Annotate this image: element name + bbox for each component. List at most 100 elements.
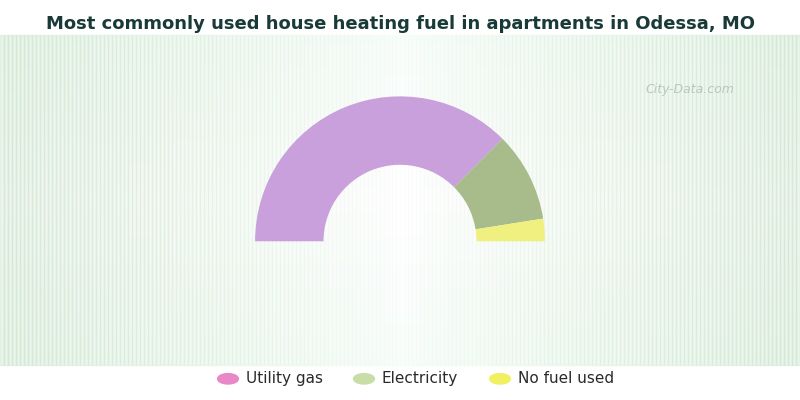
Bar — [384, 35, 388, 365]
Bar — [508, 35, 512, 365]
Bar — [0, 148, 800, 150]
Bar — [0, 58, 800, 59]
Bar — [404, 35, 408, 365]
Bar — [340, 35, 344, 365]
Bar — [0, 331, 800, 332]
Bar — [332, 35, 336, 365]
Bar — [0, 164, 800, 165]
Bar — [256, 35, 260, 365]
Bar — [184, 35, 188, 365]
Bar — [0, 72, 800, 74]
Bar — [0, 94, 800, 96]
Bar — [0, 231, 800, 232]
Bar — [0, 353, 800, 354]
Bar — [372, 35, 376, 365]
Bar — [0, 112, 800, 113]
Bar — [0, 250, 800, 252]
Text: Utility gas: Utility gas — [246, 371, 322, 386]
Bar — [0, 169, 800, 170]
Bar — [0, 328, 800, 329]
Bar — [0, 232, 800, 233]
Bar — [0, 92, 800, 93]
Bar — [512, 35, 516, 365]
Bar — [0, 201, 800, 202]
Bar — [336, 35, 340, 365]
Bar — [0, 43, 800, 44]
Bar — [108, 35, 112, 365]
Bar — [0, 308, 800, 309]
Bar — [0, 175, 800, 176]
Bar — [0, 153, 800, 154]
Bar — [740, 35, 744, 365]
Bar — [0, 226, 800, 228]
Bar — [52, 35, 56, 365]
Bar — [0, 210, 800, 211]
Bar — [0, 322, 800, 323]
Bar — [0, 200, 800, 201]
Bar — [0, 122, 800, 123]
Bar — [0, 180, 800, 181]
Bar — [0, 48, 800, 49]
Bar — [0, 247, 800, 248]
Bar — [628, 35, 632, 365]
Bar — [0, 356, 800, 357]
Bar — [0, 191, 800, 192]
Bar — [0, 208, 800, 209]
Bar — [0, 87, 800, 88]
Bar — [168, 35, 172, 365]
Bar — [0, 354, 800, 355]
Bar — [0, 105, 800, 106]
Bar — [0, 68, 800, 69]
Bar — [0, 145, 800, 146]
Bar — [328, 35, 332, 365]
Bar — [268, 35, 272, 365]
Bar — [0, 49, 800, 50]
Bar — [0, 123, 800, 124]
Bar — [0, 360, 800, 361]
Bar — [448, 35, 452, 365]
Bar — [688, 35, 692, 365]
Bar — [0, 52, 800, 53]
Bar — [0, 81, 800, 82]
Bar — [0, 103, 800, 104]
Bar — [0, 197, 800, 198]
Bar — [0, 257, 800, 258]
Bar — [0, 252, 800, 253]
Bar — [0, 258, 800, 259]
Bar — [0, 255, 800, 256]
Bar — [152, 35, 156, 365]
Bar — [452, 35, 456, 365]
Bar — [0, 182, 800, 184]
Bar — [0, 221, 800, 222]
Bar — [0, 272, 800, 273]
Bar — [0, 137, 800, 138]
Bar — [0, 297, 800, 298]
Bar — [148, 35, 152, 365]
Bar — [28, 35, 32, 365]
Bar — [0, 156, 800, 157]
Bar — [32, 35, 36, 365]
Bar — [0, 223, 800, 224]
Bar — [0, 219, 800, 220]
Bar — [36, 35, 40, 365]
Bar — [0, 86, 800, 87]
Bar — [0, 242, 800, 243]
Bar — [0, 118, 800, 119]
Bar — [0, 79, 800, 80]
Text: Most commonly used house heating fuel in apartments in Odessa, MO: Most commonly used house heating fuel in… — [46, 15, 754, 33]
Bar — [128, 35, 132, 365]
Bar — [0, 275, 800, 276]
Bar — [0, 100, 800, 101]
Bar — [0, 276, 800, 277]
Bar — [0, 256, 800, 257]
Bar — [264, 35, 268, 365]
Bar — [0, 174, 800, 175]
Bar — [0, 71, 800, 72]
Bar — [0, 313, 800, 314]
Bar — [40, 35, 44, 365]
Bar — [0, 42, 800, 43]
Bar — [432, 35, 436, 365]
Bar — [0, 321, 800, 322]
Bar — [400, 35, 404, 365]
Bar — [464, 35, 468, 365]
